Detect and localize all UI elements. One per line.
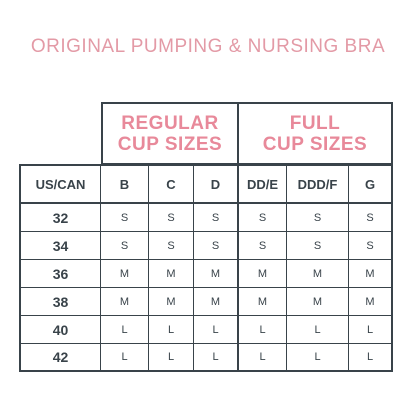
size-value-cell: L (149, 316, 194, 344)
size-value-cell: M (194, 288, 239, 316)
size-value-cell: L (239, 344, 287, 372)
size-value-cell: S (287, 232, 349, 260)
size-value-cell: S (349, 204, 393, 232)
size-value-cell: L (349, 344, 393, 372)
size-value-cell: M (239, 260, 287, 288)
size-value-cell: S (349, 232, 393, 260)
size-value-cell: S (149, 232, 194, 260)
full-group-line1: FULL (289, 112, 341, 134)
size-value-cell: M (287, 288, 349, 316)
regular-cup-sizes-header: REGULAR CUP SIZES (101, 102, 239, 164)
size-value-cell: S (101, 204, 149, 232)
full-cup-sizes-header: FULL CUP SIZES (239, 102, 393, 164)
size-value-cell: M (194, 260, 239, 288)
size-chart-table: REGULAR CUP SIZES FULL CUP SIZES US/CAN … (19, 102, 393, 372)
size-value-cell: M (349, 260, 393, 288)
size-value-cell: L (239, 316, 287, 344)
band-size-cell: 34 (19, 232, 101, 260)
size-value-cell: M (149, 288, 194, 316)
size-value-cell: M (101, 260, 149, 288)
size-value-cell: L (101, 344, 149, 372)
full-group-line2: CUP SIZES (262, 133, 368, 155)
column-header-cup: G (349, 164, 393, 204)
column-header-cup: DD/E (239, 164, 287, 204)
size-value-cell: S (101, 232, 149, 260)
band-size-cell: 40 (19, 316, 101, 344)
size-value-cell: L (194, 316, 239, 344)
size-value-cell: L (287, 344, 349, 372)
regular-group-line1: REGULAR (121, 112, 219, 134)
band-size-cell: 32 (19, 204, 101, 232)
column-header-band-size: US/CAN (19, 164, 101, 204)
page-title: ORIGINAL PUMPING & NURSING BRA (30, 36, 386, 57)
size-value-cell: L (287, 316, 349, 344)
size-value-cell: S (149, 204, 194, 232)
size-value-cell: S (194, 232, 239, 260)
size-value-cell: S (194, 204, 239, 232)
size-value-cell: L (349, 316, 393, 344)
size-value-cell: L (101, 316, 149, 344)
column-header-cup: DDD/F (287, 164, 349, 204)
column-header-cup: D (194, 164, 239, 204)
size-value-cell: L (194, 344, 239, 372)
size-value-cell: S (239, 204, 287, 232)
column-header-cup: C (149, 164, 194, 204)
size-value-cell: S (239, 232, 287, 260)
size-value-cell: M (101, 288, 149, 316)
band-size-cell: 42 (19, 344, 101, 372)
size-value-cell: S (287, 204, 349, 232)
size-value-cell: M (239, 288, 287, 316)
regular-group-line2: CUP SIZES (117, 133, 223, 155)
blank-corner (19, 102, 101, 164)
column-header-cup: B (101, 164, 149, 204)
band-size-cell: 38 (19, 288, 101, 316)
band-size-cell: 36 (19, 260, 101, 288)
size-value-cell: M (287, 260, 349, 288)
size-value-cell: M (149, 260, 194, 288)
size-value-cell: M (349, 288, 393, 316)
size-value-cell: L (149, 344, 194, 372)
